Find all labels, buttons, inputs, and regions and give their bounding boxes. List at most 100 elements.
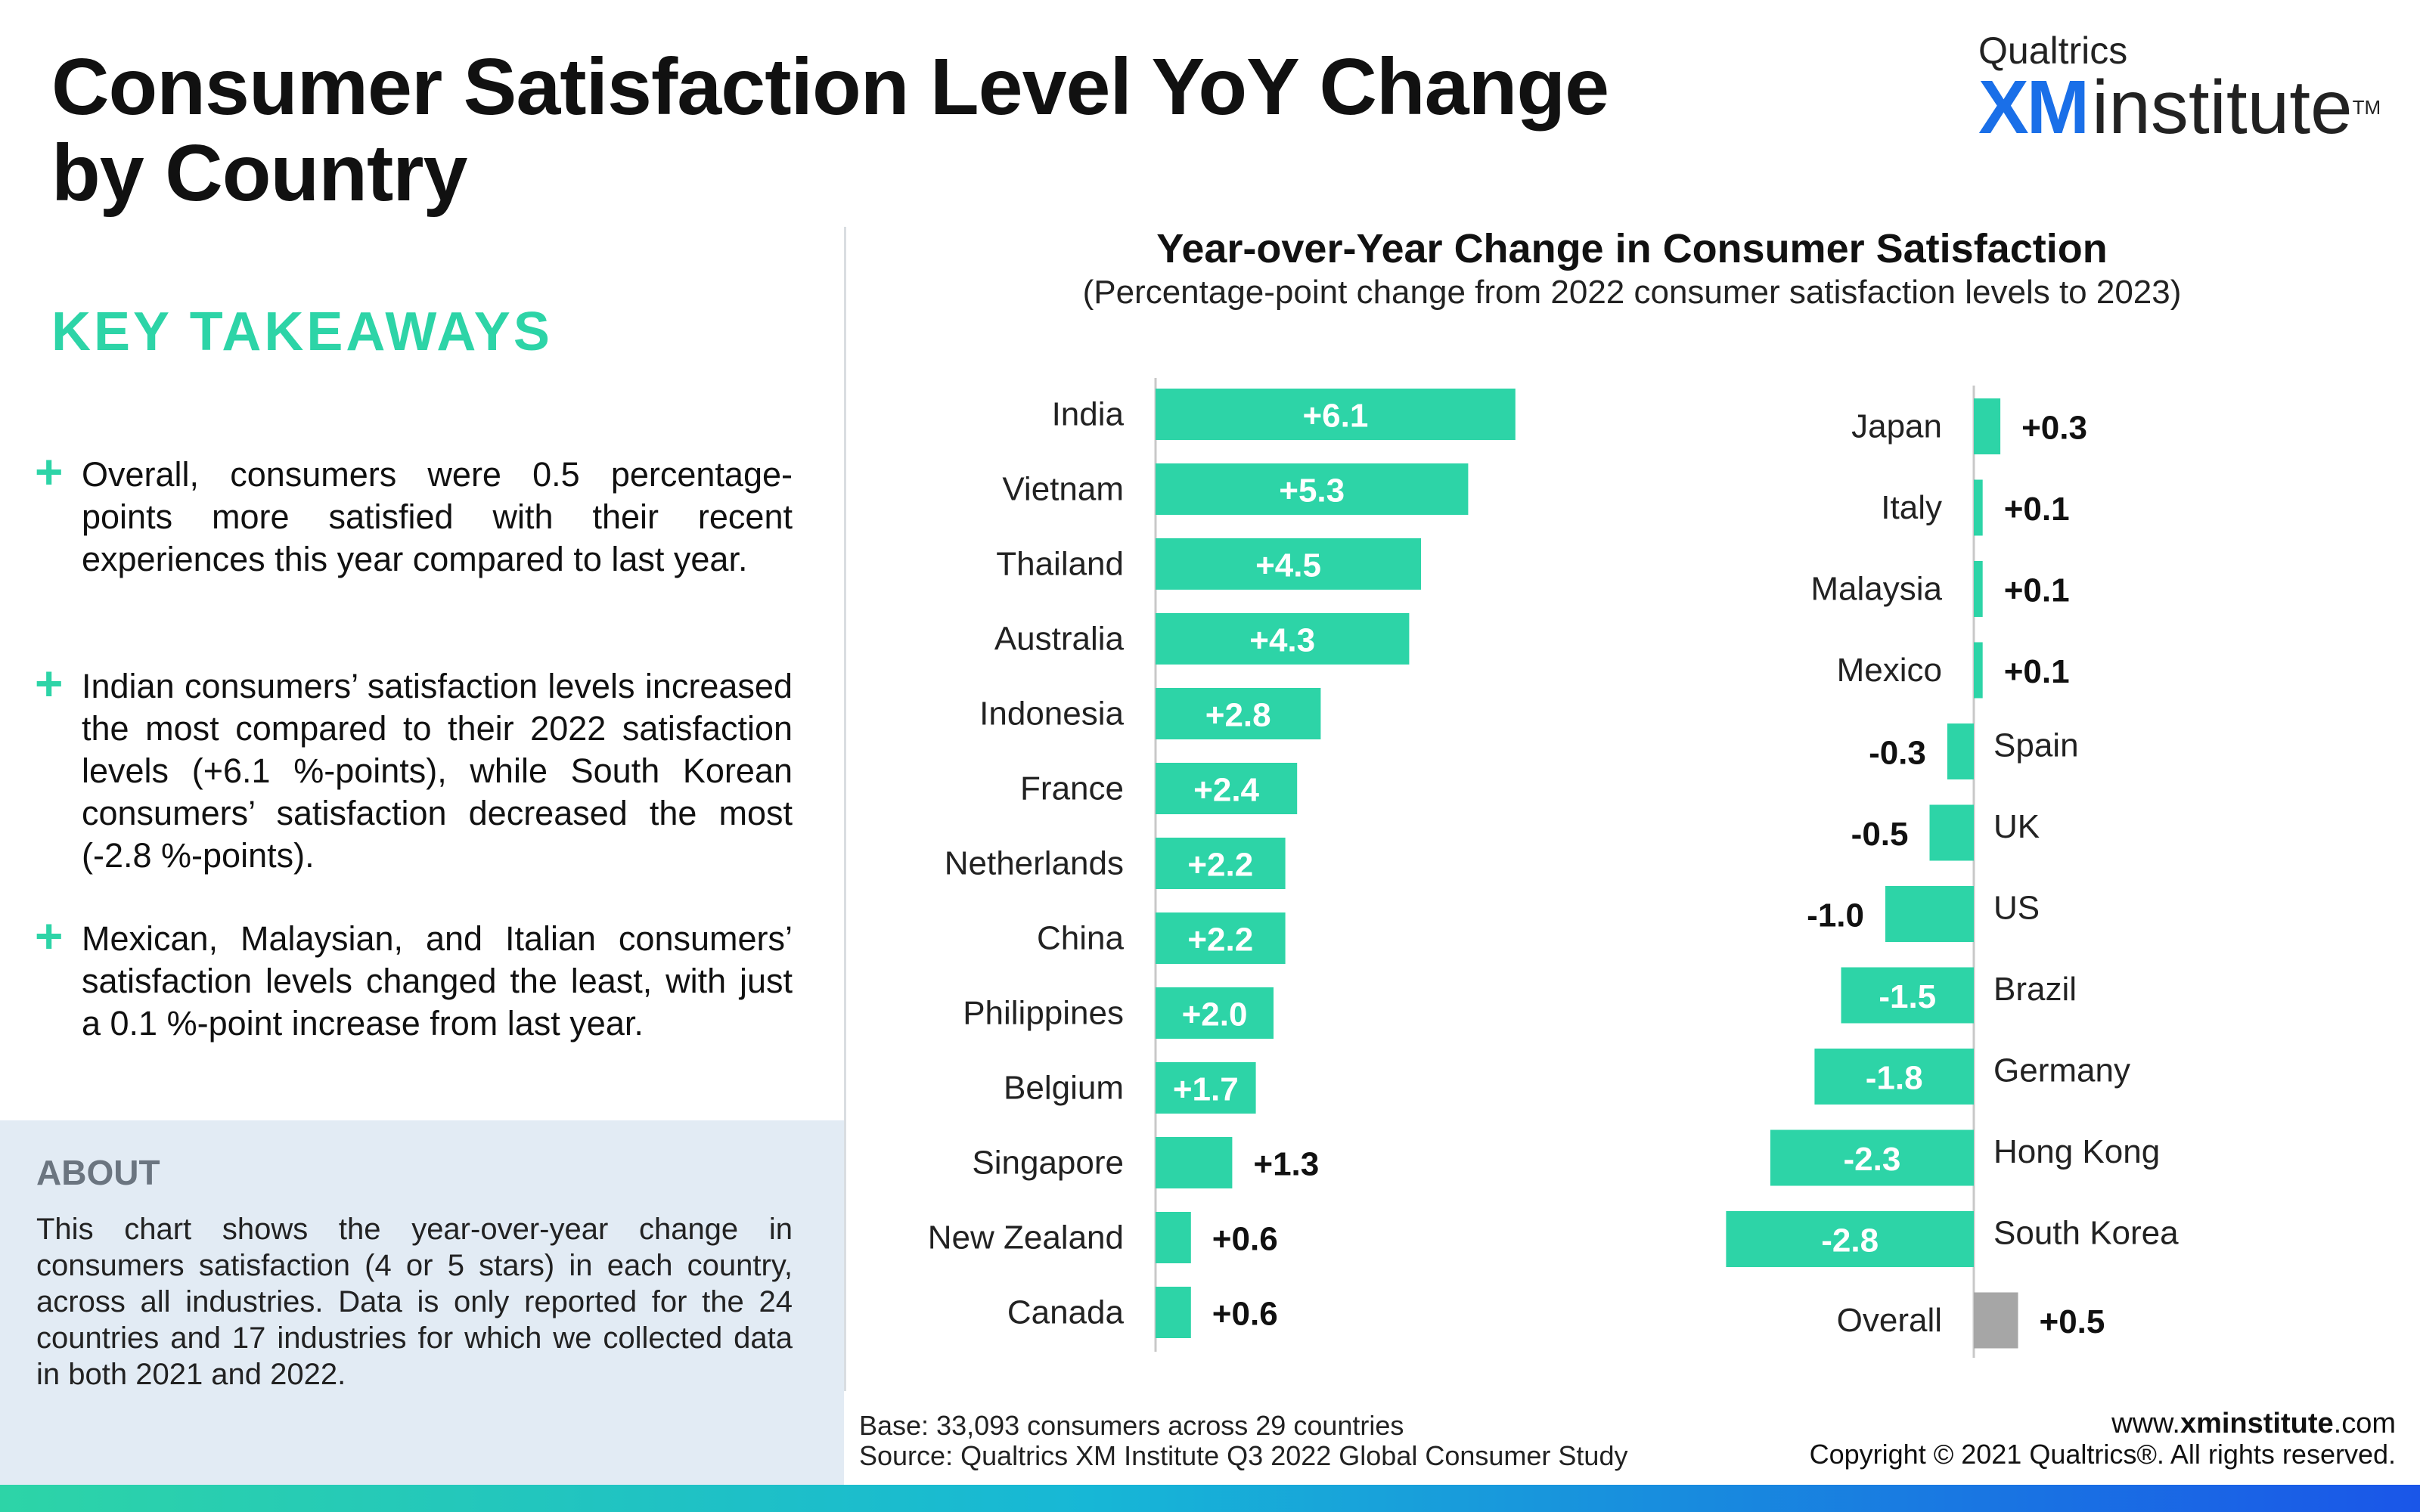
data-label: +0.1 (2004, 653, 2070, 690)
data-label: +1.3 (1253, 1146, 1319, 1183)
site-prefix: www. (2111, 1408, 2180, 1439)
bar-us (1885, 886, 1974, 942)
data-label: +4.3 (1249, 622, 1315, 659)
logo-qualtrics-text: Qualtrics (1978, 29, 2128, 72)
bar-brazil (1841, 967, 1974, 1024)
category-label: Canada (1007, 1294, 1125, 1331)
bar-uk (1929, 804, 1974, 861)
footer-base-note: Base: 33,093 consumers across 29 countri… (859, 1410, 1404, 1441)
data-label: -1.0 (1807, 897, 1864, 934)
bar-mexico (1974, 642, 1983, 699)
takeaway-text: Mexican, Malaysian, and Italian consumer… (82, 919, 793, 1043)
footer-source-note: Source: Qualtrics XM Institute Q3 2022 G… (859, 1440, 1628, 1471)
data-label: +5.3 (1279, 472, 1345, 510)
about-panel: ABOUT This chart shows the year-over-yea… (0, 1120, 844, 1485)
category-label: Spain (1993, 727, 2079, 764)
bar-thailand (1156, 538, 1421, 590)
takeaway-item-1: + Overall, consumers were 0.5 percentage… (35, 448, 793, 581)
data-label: +4.5 (1255, 547, 1321, 584)
page-title-line1: Consumer Satisfaction Level YoY Change (51, 42, 1609, 132)
category-label: Japan (1851, 408, 1942, 445)
vertical-divider (844, 227, 846, 1391)
category-label: France (1020, 770, 1124, 807)
bar-italy (1974, 479, 1983, 536)
bar-hong-kong (1770, 1129, 1974, 1186)
bar-philippines (1156, 987, 1274, 1039)
category-label: Italy (1881, 489, 1942, 526)
site-suffix: .com (2333, 1408, 2396, 1439)
category-label: South Korea (1993, 1215, 2179, 1252)
category-label: Mexico (1837, 652, 1942, 689)
data-label: -1.8 (1866, 1060, 1923, 1097)
data-label: +6.1 (1302, 398, 1368, 435)
category-label: Malaysia (1810, 571, 1942, 608)
category-label: Hong Kong (1993, 1133, 2160, 1170)
takeaway-item-3: + Mexican, Malaysian, and Italian consum… (35, 912, 793, 1045)
data-label: +1.7 (1173, 1071, 1239, 1108)
bar-south-korea (1726, 1211, 1974, 1267)
bar-singapore (1156, 1137, 1233, 1188)
takeaway-item-2: + Indian consumers’ satisfaction levels … (35, 659, 793, 877)
bar-india (1156, 389, 1516, 440)
bar-vietnam (1156, 463, 1469, 515)
plus-icon: + (35, 445, 64, 499)
chart-title: Year-over-Year Change in Consumer Satisf… (1156, 226, 2108, 271)
bar-indonesia (1156, 688, 1321, 739)
site-bold: xminstitute (2180, 1408, 2334, 1439)
data-label: -1.5 (1879, 978, 1936, 1015)
footer-website: www.xminstitute.com (2111, 1408, 2396, 1439)
footer-copyright: Copyright © 2021 Qualtrics®. All rights … (1809, 1439, 2396, 1470)
bar-netherlands (1156, 838, 1286, 889)
logo-institute-word: institute (2092, 65, 2353, 150)
key-takeaways-heading: KEY TAKEAWAYS (51, 302, 553, 362)
logo-institute-text: instituteTM (2092, 68, 2381, 147)
category-label: Thailand (996, 546, 1124, 583)
data-label: +0.3 (2021, 410, 2087, 447)
logo-xm-text: XM (1978, 65, 2090, 150)
data-label: +0.1 (2004, 491, 2070, 528)
data-label: +2.4 (1193, 772, 1259, 809)
category-label: Belgium (1004, 1070, 1124, 1107)
category-label: Philippines (963, 995, 1124, 1032)
takeaway-text: Overall, consumers were 0.5 percentage-p… (82, 455, 793, 578)
plus-icon: + (35, 909, 64, 963)
data-label: +0.6 (1212, 1221, 1278, 1258)
category-label: UK (1993, 808, 2040, 845)
data-label: +2.0 (1182, 996, 1248, 1033)
about-text: This chart shows the year-over-year chan… (36, 1213, 793, 1391)
about-heading: ABOUT (36, 1153, 160, 1192)
bottom-gradient-bar (0, 1485, 2420, 1512)
bar-china (1156, 912, 1286, 964)
category-label: Germany (1993, 1052, 2130, 1089)
data-label: +0.5 (2040, 1303, 2105, 1340)
category-label: Indonesia (979, 696, 1124, 733)
page-title: Consumer Satisfaction Level YoY Change b… (51, 44, 1609, 216)
qualtrics-xm-institute-logo: Qualtrics XM instituteTM (1978, 30, 2381, 147)
data-label: +0.1 (2004, 572, 2070, 609)
page-title-line2: by Country (51, 129, 467, 218)
takeaway-text: Indian consumers’ satisfaction levels in… (82, 667, 793, 875)
bar-spain (1947, 723, 1974, 779)
logo-main: XM instituteTM (1978, 68, 2381, 147)
chart-subtitle: (Percentage-point change from 2022 consu… (1082, 274, 2182, 311)
category-label: Singapore (972, 1145, 1124, 1182)
data-label: -0.5 (1851, 816, 1909, 853)
bar-australia (1156, 613, 1410, 665)
bar-japan (1974, 398, 2001, 454)
bar-france (1156, 763, 1298, 814)
bar-canada (1156, 1287, 1191, 1338)
data-label: -0.3 (1869, 735, 1926, 772)
plus-icon: + (35, 656, 64, 711)
data-label: -2.8 (1821, 1222, 1879, 1259)
bar-germany (1814, 1049, 1974, 1105)
data-label: +2.2 (1187, 922, 1253, 959)
category-label: India (1052, 396, 1125, 433)
logo-tm: TM (2352, 96, 2381, 119)
category-label: New Zealand (928, 1219, 1124, 1256)
bar-belgium (1156, 1062, 1256, 1114)
data-label: +2.8 (1205, 697, 1271, 734)
category-label: US (1993, 890, 2040, 927)
bar-malaysia (1974, 561, 1983, 617)
category-label: Brazil (1993, 971, 2077, 1008)
